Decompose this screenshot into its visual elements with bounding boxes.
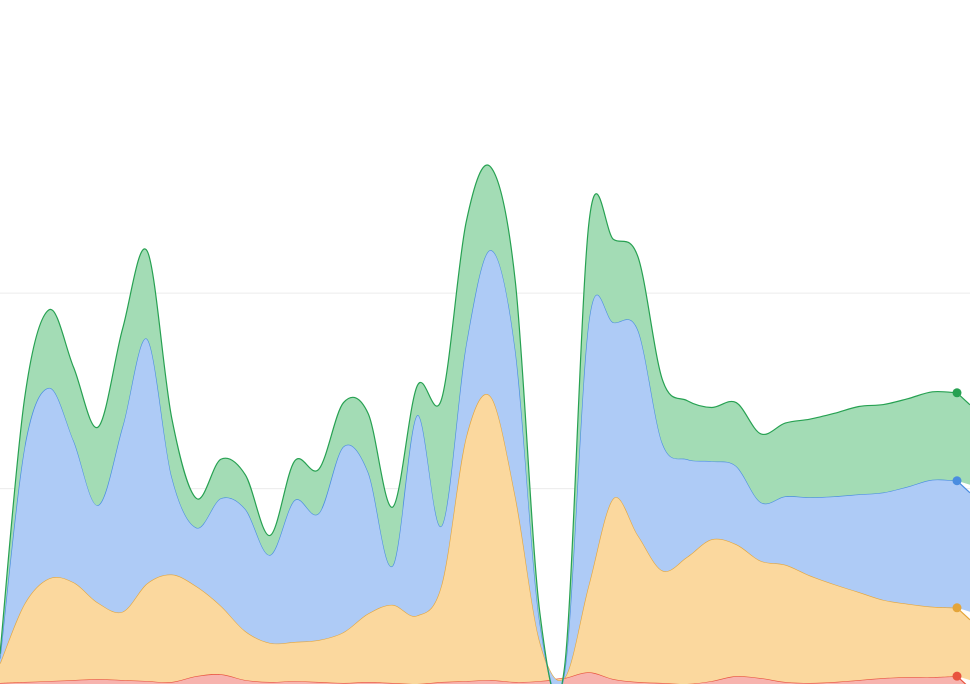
area-series-3 <box>0 250 970 684</box>
end-marker-layer <box>952 388 962 681</box>
line-series-4 <box>0 164 970 684</box>
end-marker-series-2[interactable] <box>952 603 962 613</box>
area-series-2 <box>0 394 970 684</box>
area-layer <box>0 164 970 684</box>
end-marker-series-4[interactable] <box>952 388 962 398</box>
area-series-1 <box>0 672 966 684</box>
end-marker-series-3[interactable] <box>952 476 962 486</box>
end-marker-series-1[interactable] <box>952 671 962 681</box>
